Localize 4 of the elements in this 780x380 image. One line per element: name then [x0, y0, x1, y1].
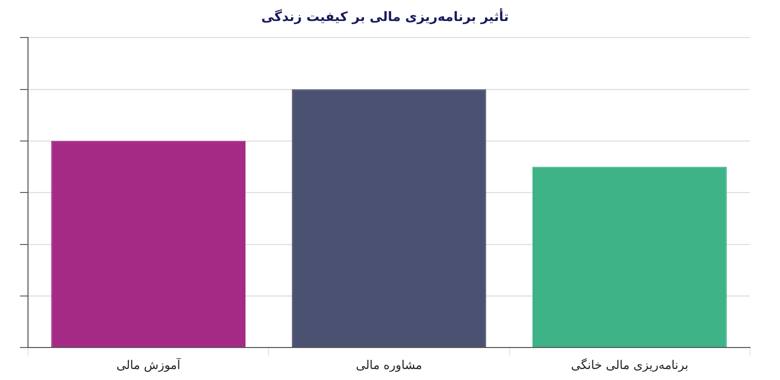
x-tick-label: آموزش مالی: [116, 356, 181, 372]
chart-title: تأثیر برنامه‌ریزی مالی بر کیفیت زندگی: [261, 8, 509, 26]
x-tick-label: برنامه‌ریزی مالی خانگی: [570, 358, 688, 372]
x-tick-label: مشاوره مالی: [356, 358, 422, 372]
